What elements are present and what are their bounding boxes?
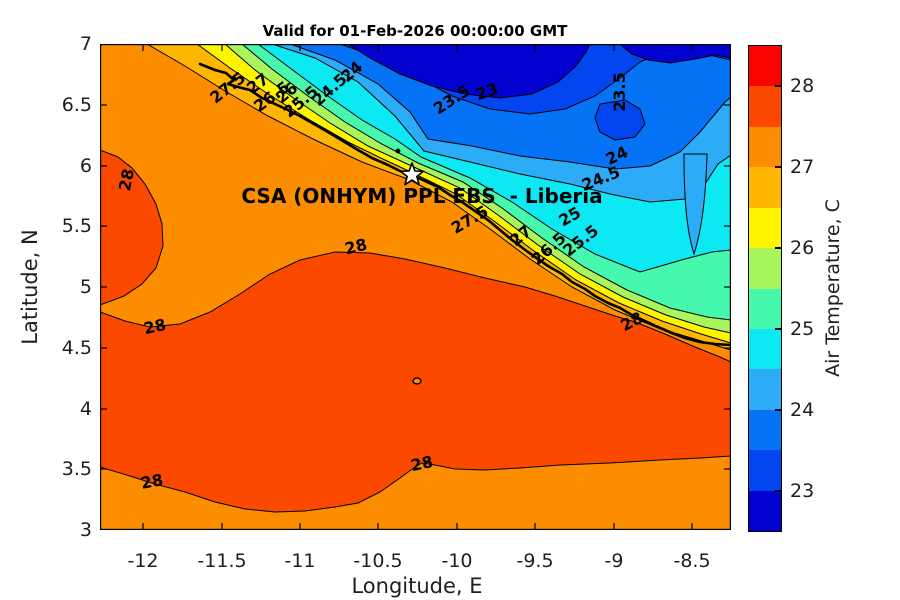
colorbar-tick-label: 27 (790, 156, 815, 178)
y-tick-label: 3 (79, 519, 92, 541)
colorbar-tick (775, 247, 782, 249)
band-27p5-28-west-blob (100, 149, 164, 306)
contour-label: 23.5 (610, 72, 629, 112)
y-tick-label: 4 (79, 398, 92, 420)
x-tick-label: -10.5 (353, 550, 403, 572)
colorbar-band (749, 490, 781, 532)
star-marker (399, 162, 425, 186)
y-tick-label: 5.5 (61, 215, 92, 237)
x-tick-label: -10 (441, 550, 473, 572)
colorbar-band (749, 288, 781, 329)
colorbar-tick (775, 328, 782, 330)
y-tick-label: 6.5 (61, 94, 92, 116)
y-tick-label: 4.5 (61, 337, 92, 359)
colorbar-band (749, 126, 781, 168)
colorbar (748, 45, 782, 532)
colorbar-tick-label: 23 (790, 480, 815, 502)
x-tick-label: -11 (284, 550, 316, 572)
figure-title: Valid for 01-Feb-2026 00:00:00 GMT (262, 22, 568, 40)
annotation-label: CSA (ONHYM) PPL EBS - Liberia (241, 184, 603, 208)
colorbar-band (749, 167, 781, 208)
colorbar-tick-label: 26 (790, 237, 815, 259)
contour-label: 28 (142, 314, 168, 339)
colorbar-band (749, 248, 781, 289)
colorbar-tick (775, 85, 782, 87)
x-tick-label: -8.5 (673, 550, 711, 572)
colorbar-band (749, 86, 781, 127)
colorbar-band (749, 409, 781, 451)
band-27p5-28-main (100, 251, 731, 530)
x-tick-label: -9 (604, 550, 624, 572)
coastline-dot (395, 148, 401, 154)
contour-label: 28 (114, 167, 139, 193)
contour-label: 28 (139, 470, 165, 493)
x-tick-label: -11.5 (197, 550, 247, 572)
x-tick-label: -9.5 (516, 550, 554, 572)
x-tick-label: -12 (127, 550, 159, 572)
contour-label: 28 (409, 451, 435, 476)
colorbar-tick-label: 24 (790, 399, 815, 421)
y-tick-label: 7 (79, 33, 92, 55)
colorbar-tick (775, 490, 782, 492)
band-27-27p5-south-strip (100, 455, 731, 530)
y-axis-label: Latitude, N (18, 229, 42, 345)
x-axis-label: Longitude, E (351, 574, 483, 598)
y-tick-label: 5 (79, 276, 92, 298)
colorbar-band (749, 369, 781, 410)
plot-area (100, 44, 731, 530)
coastline (198, 62, 731, 347)
colorbar-band (749, 328, 781, 370)
y-tick-label: 3.5 (61, 458, 92, 480)
colorbar-band (749, 207, 781, 249)
colorbar-band (749, 450, 781, 491)
colorbar-tick-label: 28 (790, 75, 815, 97)
band-22p5-23-patch-a (347, 44, 591, 99)
plot-border (100, 44, 731, 530)
band-24-24p5-tongue (683, 153, 708, 256)
colorbar-tick-label: 25 (790, 318, 815, 340)
colorbar-tick (775, 409, 782, 411)
y-tick-label: 6 (79, 155, 92, 177)
colorbar-label: Air Temperature, C (822, 199, 844, 377)
closed-contour-ring (412, 377, 422, 385)
colorbar-band (749, 46, 781, 87)
band-22p5-23-patch-b (619, 44, 731, 64)
colorbar-tick (775, 166, 782, 168)
band-23-23p5-blob (594, 99, 646, 141)
